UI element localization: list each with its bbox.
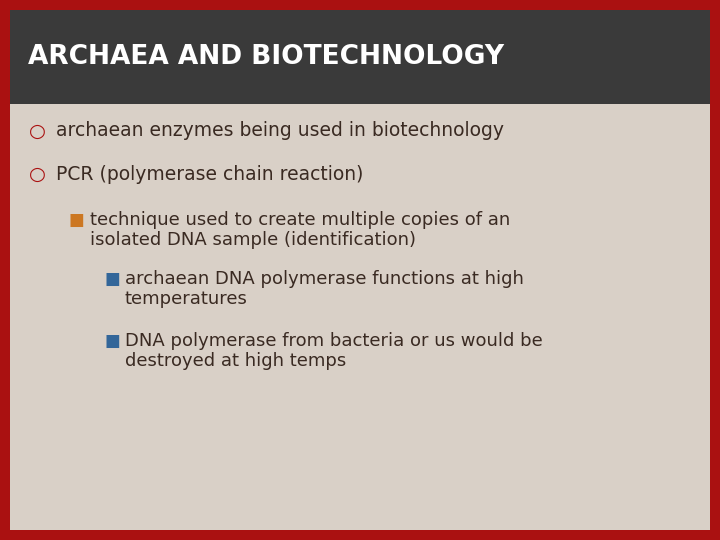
Text: PCR (polymerase chain reaction): PCR (polymerase chain reaction): [56, 165, 364, 184]
Text: ○: ○: [29, 122, 46, 140]
Text: archaean DNA polymerase functions at high: archaean DNA polymerase functions at hig…: [125, 270, 523, 288]
Text: ○: ○: [29, 165, 46, 184]
Text: ■: ■: [104, 270, 120, 288]
Text: temperatures: temperatures: [125, 290, 248, 308]
Text: DNA polymerase from bacteria or us would be: DNA polymerase from bacteria or us would…: [125, 332, 542, 350]
Text: destroyed at high temps: destroyed at high temps: [125, 352, 346, 370]
Text: ■: ■: [68, 211, 84, 228]
FancyBboxPatch shape: [10, 10, 710, 105]
Text: ARCHAEA AND BIOTECHNOLOGY: ARCHAEA AND BIOTECHNOLOGY: [28, 44, 504, 70]
Text: technique used to create multiple copies of an: technique used to create multiple copies…: [90, 211, 510, 228]
Text: archaean enzymes being used in biotechnology: archaean enzymes being used in biotechno…: [56, 122, 504, 140]
FancyBboxPatch shape: [10, 105, 710, 530]
Text: ■: ■: [104, 332, 120, 350]
Text: isolated DNA sample (identification): isolated DNA sample (identification): [90, 231, 416, 249]
